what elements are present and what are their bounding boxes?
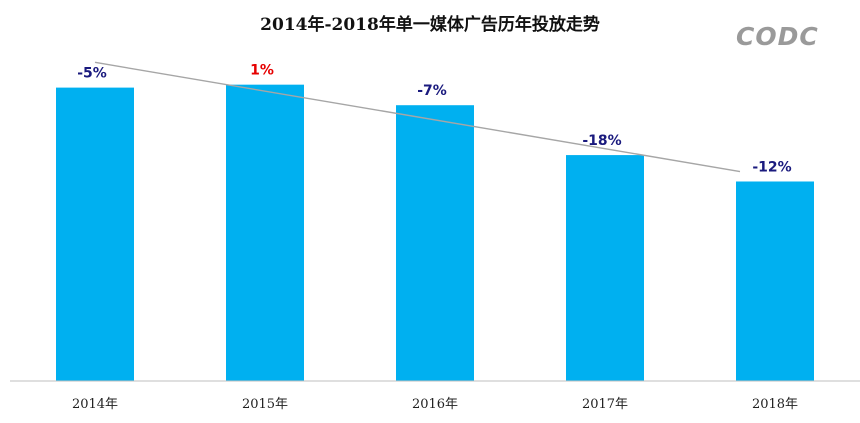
- data-label: -7%: [417, 83, 447, 99]
- chart-title: 2014年-2018年单一媒体广告历年投放走势: [260, 15, 600, 35]
- data-label: -12%: [752, 159, 791, 175]
- bar-4: [736, 181, 814, 381]
- x-tick-label: 2014年: [72, 397, 118, 412]
- data-label: -5%: [77, 66, 107, 82]
- x-tick-label: 2018年: [752, 397, 798, 412]
- codc-logo: CODC: [736, 22, 819, 51]
- x-tick-label: 2016年: [412, 397, 458, 412]
- x-tick-label: 2017年: [582, 397, 628, 412]
- bar-1: [226, 84, 304, 382]
- trendline: [94, 61, 741, 173]
- data-label: -18%: [582, 133, 621, 149]
- x-tick-label: 2015年: [242, 397, 288, 412]
- bar-3: [566, 155, 644, 381]
- data-label: 1%: [250, 63, 274, 79]
- bar-2: [396, 105, 474, 381]
- bar-0: [56, 87, 134, 382]
